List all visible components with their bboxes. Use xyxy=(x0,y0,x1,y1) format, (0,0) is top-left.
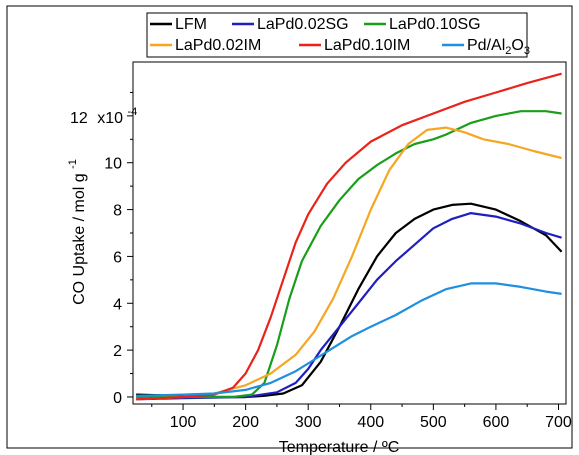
legend-label-part: 3 xyxy=(524,45,530,57)
legend-label: LaPd0.10IM xyxy=(324,37,410,54)
y-axis-label: CO Uptake / mol g -1 xyxy=(67,159,88,305)
legend-label: LFM xyxy=(175,16,207,33)
series-line-2 xyxy=(136,110,562,399)
series-line-3 xyxy=(136,126,562,401)
y-axis-label-main: CO Uptake / mol g xyxy=(71,173,88,305)
series-line-4 xyxy=(136,72,562,401)
legend-label-part: 2 xyxy=(505,45,511,57)
y-tick-label: 2 xyxy=(113,343,122,360)
x-tick-label: 600 xyxy=(483,414,510,431)
plot-area: 100 200 300 400 500 600 700 0 2 4 6 8 10 xyxy=(104,61,572,431)
series-line-1 xyxy=(136,212,562,401)
x-tick-label: 700 xyxy=(545,414,572,431)
y-tick-label: 0 xyxy=(113,390,122,407)
x-tick-label: 200 xyxy=(232,414,259,431)
y-multiplier-value: 12 xyxy=(70,110,88,127)
legend-label: Pd/Al2O3 xyxy=(467,37,530,57)
x-tick-label: 100 xyxy=(170,414,197,431)
outer-frame xyxy=(6,5,573,449)
legend-label: LaPd0.02SG xyxy=(257,16,349,33)
series-line-5 xyxy=(136,282,562,397)
x-tick-label: 300 xyxy=(295,414,322,431)
y-tick-label: 8 xyxy=(113,203,122,220)
x-tick-label: 400 xyxy=(357,414,384,431)
legend: LFM LaPd0.02SG LaPd0.10SG LaPd0.02IM LaPd0.1… xyxy=(146,12,530,58)
y-tick-label: 4 xyxy=(113,296,122,313)
legend-box xyxy=(146,12,528,58)
legend-label-part: Pd/Al xyxy=(467,37,505,54)
y-multiplier-exponent: -4 xyxy=(128,106,138,118)
legend-label-part: O xyxy=(511,37,523,54)
x-axis-label: Temperature / ºC xyxy=(279,439,400,455)
y-axis-label-superscript: -1 xyxy=(67,159,79,169)
y-multiplier-prefix: x10 xyxy=(97,110,123,127)
y-axis-multiplier: 12 x10 -4 xyxy=(70,106,137,127)
y-tick-label: 10 xyxy=(104,156,122,173)
x-tick-label: 500 xyxy=(420,414,447,431)
y-tick-label: 6 xyxy=(113,249,122,266)
legend-label: LaPd0.02IM xyxy=(175,37,261,54)
legend-label: LaPd0.10SG xyxy=(389,16,481,33)
